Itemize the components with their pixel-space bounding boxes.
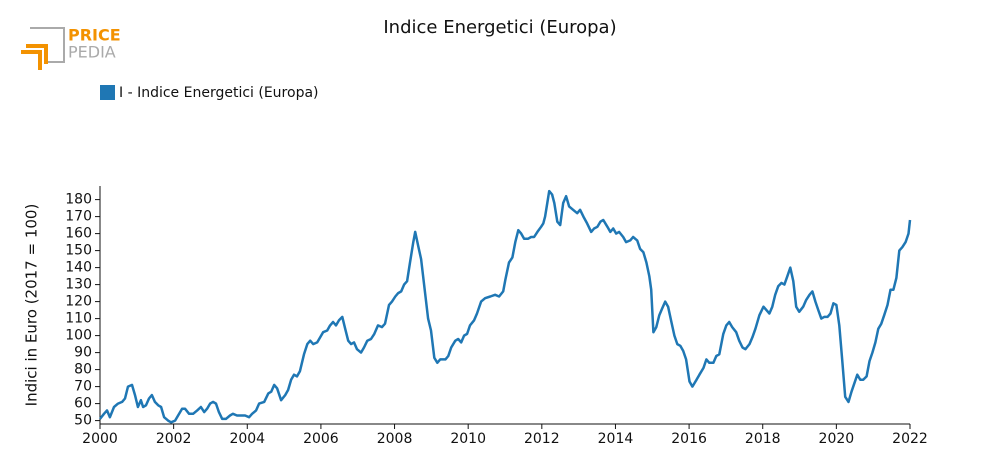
x-tick-label: 2020 — [819, 431, 855, 447]
logo-mark — [21, 44, 48, 70]
x-tick-label: 2014 — [598, 431, 634, 447]
x-tick-label: 2018 — [745, 431, 781, 447]
y-tick-label: 120 — [65, 294, 92, 310]
y-tick-label: 150 — [65, 243, 92, 259]
y-tick-label: 60 — [74, 396, 92, 412]
y-axis-label: Indici in Euro (2017 = 100) — [23, 204, 41, 407]
x-tick-label: 2000 — [82, 431, 118, 447]
legend-swatch — [100, 85, 115, 100]
y-tick-label: 160 — [65, 226, 92, 242]
y-tick-label: 100 — [65, 328, 92, 344]
x-tick-label: 2016 — [671, 431, 707, 447]
logo-bottom: PEDIA — [68, 43, 116, 62]
logo: PRICE PEDIA — [21, 26, 121, 70]
y-tick-label: 80 — [74, 362, 92, 378]
x-tick-label: 2002 — [156, 431, 192, 447]
y-tick-label: 70 — [74, 379, 92, 395]
x-tick-label: 2008 — [377, 431, 413, 447]
chart-title: Indice Energetici (Europa) — [383, 17, 616, 38]
x-tick-label: 2022 — [892, 431, 928, 447]
x-tick-label: 2006 — [303, 431, 339, 447]
y-tick-label: 130 — [65, 277, 92, 293]
logo-frame — [30, 27, 65, 63]
y-tick-label: 140 — [65, 260, 92, 276]
y-tick-label: 50 — [74, 413, 92, 429]
line — [99, 189, 912, 424]
x-tick-label: 2012 — [524, 431, 560, 447]
y-tick-label: 180 — [65, 192, 92, 208]
legend-label: I - Indice Energetici (Europa) — [119, 85, 319, 101]
logo-top: PRICE — [68, 26, 121, 45]
y-tick-label: 110 — [65, 311, 92, 327]
x-tick-label: 2004 — [229, 431, 265, 447]
x-tick-label: 2010 — [450, 431, 486, 447]
y-tick-label: 170 — [65, 209, 92, 225]
y-tick-label: 90 — [74, 345, 92, 361]
